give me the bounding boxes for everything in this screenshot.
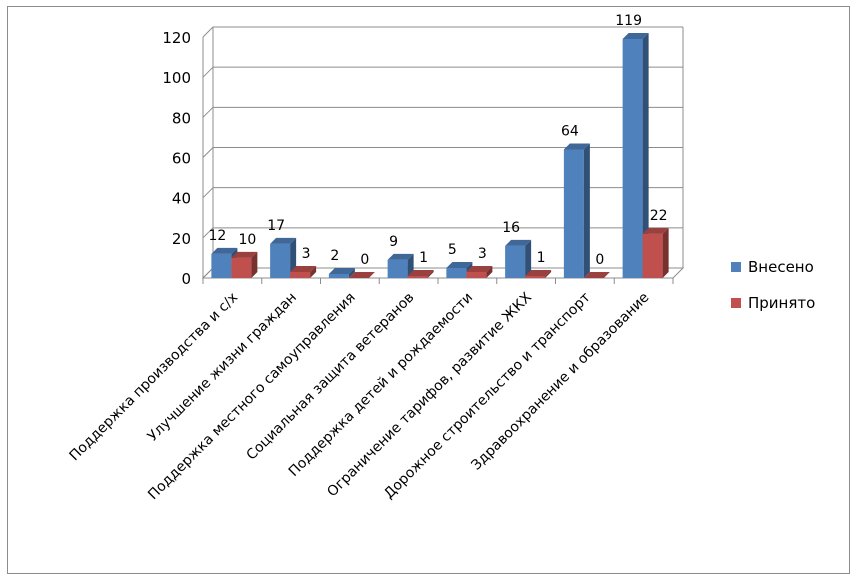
bar-side	[251, 251, 258, 278]
x-category-label: Ограничение тарифов, развитие ЖКХ	[324, 289, 535, 500]
gridline-side	[202, 187, 214, 199]
data-label: 3	[478, 246, 487, 262]
bar-vneseno	[387, 253, 414, 278]
bar-front	[407, 275, 428, 278]
y-tick-label: 0	[181, 270, 191, 288]
y-tick-label: 100	[162, 69, 191, 87]
x-category-label: Дорожное строительство и транспорт	[381, 290, 594, 503]
gridline-side	[202, 106, 214, 118]
bar-front	[505, 245, 526, 278]
bar-top	[387, 253, 414, 260]
bar-prinyato	[466, 265, 493, 278]
bar-side	[310, 265, 317, 278]
legend-label: Внесено	[748, 258, 814, 276]
bar-front	[328, 273, 349, 278]
bar-top	[505, 239, 532, 246]
data-label: 64	[561, 123, 579, 139]
bar-top	[290, 265, 317, 272]
y-tick-label: 120	[162, 29, 191, 47]
bar-top	[211, 247, 238, 254]
gridline-side	[202, 147, 214, 158]
bar-prinyato	[290, 265, 317, 278]
data-label: 0	[360, 252, 369, 268]
data-label: 119	[615, 13, 642, 29]
bar-front	[563, 149, 584, 278]
data-label: 5	[448, 242, 457, 258]
bar-side	[427, 269, 434, 278]
bar-side	[348, 267, 355, 278]
bar-side	[525, 239, 532, 278]
bar-side	[642, 33, 649, 279]
data-label: 3	[302, 246, 311, 262]
bar-top	[466, 265, 493, 272]
bar-front	[446, 267, 467, 278]
bar-front	[622, 39, 643, 279]
bar-top	[348, 272, 375, 278]
bar-prinyato	[231, 251, 258, 278]
bar-front	[525, 275, 546, 278]
y-tick-label: 60	[172, 150, 191, 168]
bar-top	[446, 261, 473, 268]
bar-front	[270, 243, 291, 278]
bar-top	[642, 227, 669, 234]
legend-label: Принято	[748, 294, 815, 312]
bar-side	[583, 143, 590, 278]
bar-vneseno	[622, 33, 649, 279]
chart-frame	[7, 6, 850, 574]
data-label: 16	[502, 220, 520, 236]
bar-front	[231, 257, 252, 278]
x-category-label: Поддержка местного самоуправления	[145, 290, 359, 504]
bar-front	[290, 271, 311, 278]
bar-side	[545, 269, 552, 278]
data-label: 17	[267, 218, 285, 234]
legend-swatch	[731, 298, 741, 308]
bar-top	[622, 33, 649, 40]
bar-front	[211, 253, 232, 278]
data-label: 12	[208, 228, 226, 244]
data-label: 0	[595, 252, 604, 268]
data-label: 2	[330, 248, 339, 264]
bar-front	[466, 271, 487, 278]
bar-top	[328, 267, 355, 274]
bar-vneseno	[505, 239, 532, 278]
bar-top	[583, 272, 610, 278]
data-label: 9	[389, 234, 398, 250]
data-label: 22	[650, 208, 668, 224]
bar-prinyato	[525, 269, 552, 278]
bar-front	[642, 233, 663, 278]
gridline-side	[202, 26, 214, 38]
gridline-side	[202, 66, 214, 78]
y-tick-label: 40	[172, 190, 191, 208]
bar-top	[407, 269, 434, 276]
bar-prinyato	[583, 272, 610, 278]
gridline-side	[202, 227, 214, 239]
bar-top	[231, 251, 258, 258]
bar-side	[486, 265, 493, 278]
bar-vneseno	[328, 267, 355, 278]
bar-vneseno	[563, 143, 590, 278]
data-label: 10	[238, 232, 256, 248]
data-label: 1	[419, 250, 428, 266]
bar-prinyato	[642, 227, 669, 278]
bar-top	[270, 237, 297, 244]
legend-swatch	[731, 262, 741, 272]
bar-prinyato	[407, 269, 434, 278]
data-label: 1	[537, 250, 546, 266]
bar-prinyato	[348, 272, 375, 278]
bar-front	[387, 259, 408, 278]
bar-side	[662, 227, 669, 278]
bar-top	[563, 143, 590, 150]
y-tick-label: 80	[172, 109, 191, 127]
y-tick-label: 20	[172, 230, 191, 248]
bar-top	[525, 269, 552, 276]
